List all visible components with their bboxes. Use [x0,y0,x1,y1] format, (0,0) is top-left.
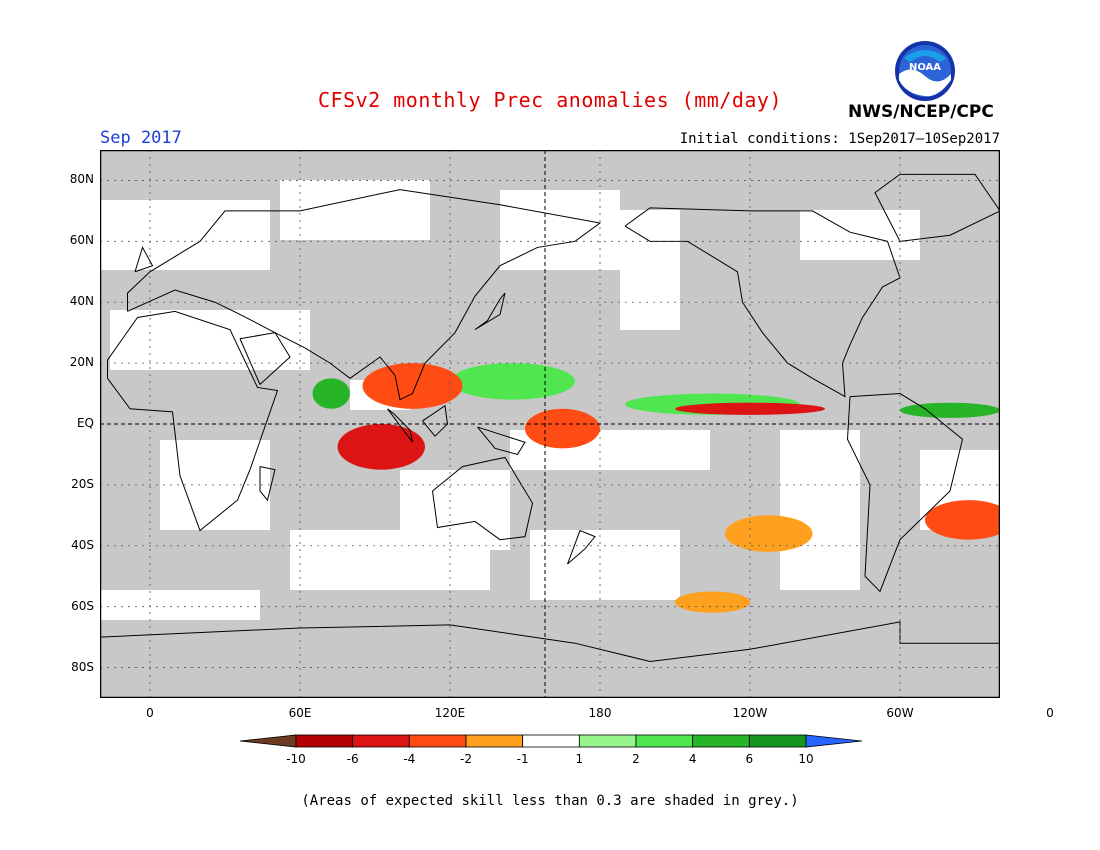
coastline [259,466,276,502]
initial-conditions: Initial conditions: 1Sep2017–10Sep2017 [679,131,1000,147]
anomaly-dry-bay-of-bengal-indochina [362,363,463,409]
coastline [387,408,413,443]
colorbar-swatch [805,734,862,748]
forecast-month: Sep 2017 [100,128,182,148]
colorbar-label: -1 [516,752,529,766]
colorbar-label: -4 [403,752,416,766]
colorbar-label: 10 [798,752,814,766]
lat-tick-label: 80N [69,172,94,187]
anomaly-wet-north-indian-ocean [312,378,350,409]
lat-tick-label: 60N [69,233,94,248]
lon-tick-label: 0 [1046,706,1054,720]
logo-text: NOAA [909,62,941,73]
lon-tick-label: 120W [732,706,768,720]
colorbar-label: -6 [346,752,359,766]
lat-tick-label: 20S [71,476,94,491]
coastline [100,621,1000,698]
colorbar-swatch [240,734,297,748]
coastline [239,332,291,386]
anomaly-dry-eastern-indian-ocean [337,424,425,470]
coastline [474,292,506,331]
anomaly-dry-south-atlantic [925,500,1000,540]
lon-tick-label: 0 [146,706,154,720]
lat-tick-label: 40S [71,537,94,552]
lon-tick-label: 60E [288,706,312,720]
colorbar-label: 2 [632,752,640,766]
anomaly-wet-tropical-atlantic [900,402,1000,418]
lon-tick-label: 120E [434,706,466,720]
colorbar-label: -2 [460,752,472,766]
coastline [477,426,526,456]
colorbar-swatch [635,734,694,748]
lat-tick-label: 80S [71,659,94,674]
colorbar-swatch [522,734,580,748]
colorbar [240,734,862,748]
colorbar-swatch [408,734,467,748]
coastline [846,393,964,593]
colorbar-swatch [692,734,750,748]
colorbar-label: 6 [745,752,754,766]
anomaly-dry-west-pacific-equatorial [525,408,600,449]
lat-tick-label: 60S [71,598,94,613]
page-title: CFSv2 monthly Prec anomalies (mm/day) [317,88,783,112]
lat-tick-label: 20N [69,355,94,370]
lat-tick-label: 40N [69,294,94,309]
lon-tick-label: 60W [886,706,914,720]
colorbar-swatch [578,734,637,748]
colorbar-label: -10 [286,752,306,766]
noaa-logo-icon: NOAA [895,41,955,101]
colorbar-label: 4 [688,752,697,766]
coastline [567,529,596,565]
colorbar-swatch [465,734,524,748]
coastline [134,246,154,273]
anomaly-dry-itcz-eastern-pacific [675,402,825,415]
footnote: (Areas of expected skill less than 0.3 a… [301,793,799,809]
colorbar-swatch [295,734,354,748]
coastline [624,207,901,398]
coastline [422,404,449,437]
coastline [107,310,279,532]
precip-anomaly-map [100,150,1000,698]
issuer-label: NWS/NCEP/CPC [848,102,994,122]
anomaly-dry-southern-ocean [675,591,750,613]
coastline [127,189,602,401]
colorbar-swatch [748,734,807,748]
lon-tick-label: 180 [588,706,612,720]
anomaly-dry-south-pacific [725,515,813,552]
lat-tick-label: EQ [76,416,94,430]
colorbar-swatch [352,734,410,748]
coastline [432,456,534,541]
colorbar-label: 1 [575,752,584,766]
anomaly-wet-nw-pacific-warmpool [450,363,575,400]
coastline [874,173,1000,242]
